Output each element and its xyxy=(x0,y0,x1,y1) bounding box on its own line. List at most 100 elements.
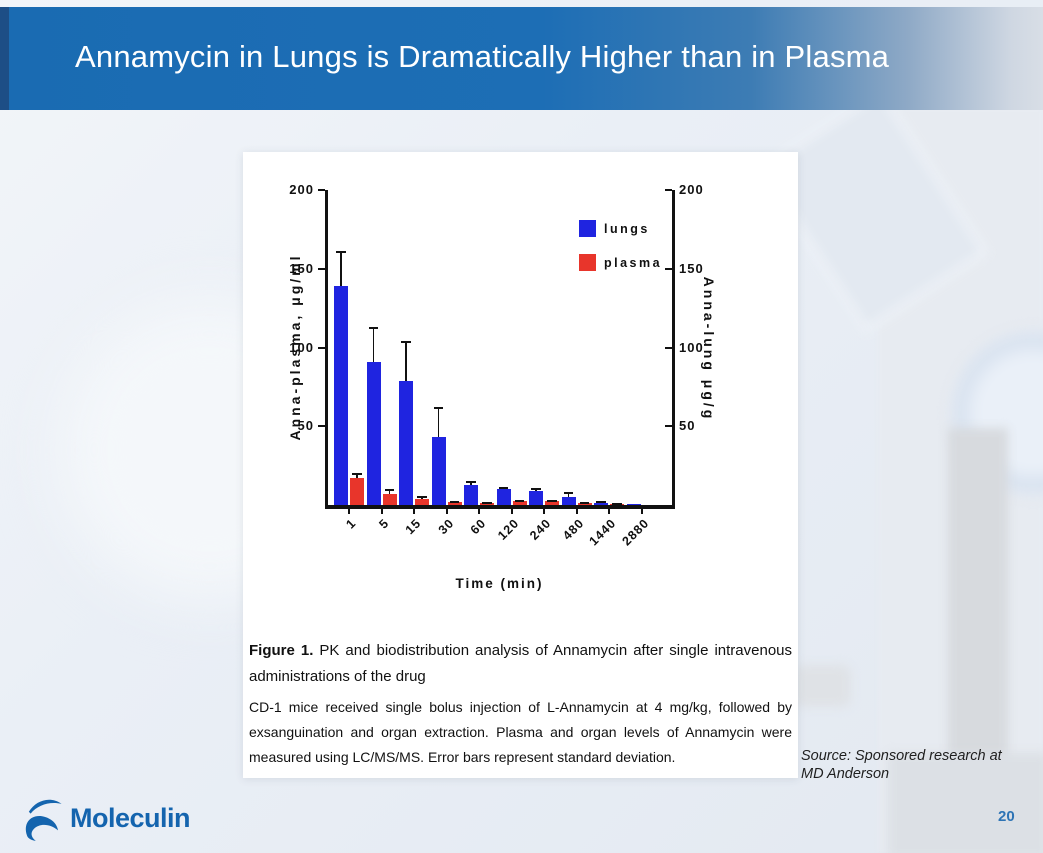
chart-legend: lungs plasma xyxy=(579,220,662,288)
y-tick-left-150 xyxy=(318,267,325,270)
y-tick-label-left-150: 150 xyxy=(289,260,314,276)
error-cap-plasma-480 xyxy=(579,501,590,504)
error-bar-lungs-240 xyxy=(531,488,541,491)
title-banner: Annamycin in Lungs is Dramatically Highe… xyxy=(0,7,1043,110)
error-bar-plasma-480 xyxy=(579,501,590,504)
legend-label-lungs: lungs xyxy=(604,221,650,236)
error-bar-lungs-480 xyxy=(563,492,574,498)
error-cap-plasma-60 xyxy=(482,501,492,504)
x-tick-120 xyxy=(510,508,513,514)
moleculin-logo-text: Moleculin xyxy=(70,802,191,833)
x-tick-60 xyxy=(478,508,480,514)
error-cap-plasma-5 xyxy=(384,489,395,492)
bar-lungs-30 xyxy=(431,437,446,505)
error-cap-lungs-15 xyxy=(401,341,411,343)
y-tick-right-200 xyxy=(665,189,672,191)
error-cap-plasma-240 xyxy=(547,499,557,502)
y-tick-right-150 xyxy=(665,267,672,270)
y-tick-right-50 xyxy=(665,425,672,428)
y-axis-label-right: Anna-lung μg/g xyxy=(701,276,717,422)
y-tick-label-left-100: 100 xyxy=(289,339,314,355)
error-bar-lungs-5 xyxy=(368,327,379,362)
bar-lungs-1440 xyxy=(594,502,608,505)
y-tick-label-right-50: 50 xyxy=(679,418,696,434)
y-tick-label-left-50: 50 xyxy=(297,418,314,434)
error-bar-lungs-60 xyxy=(466,481,476,485)
x-tick-2880 xyxy=(640,508,643,514)
bar-lungs-5 xyxy=(366,361,381,505)
legend-item-plasma: plasma xyxy=(579,254,662,271)
y-tick-label-right-200: 200 xyxy=(679,182,704,197)
error-cap-plasma-1 xyxy=(352,472,362,475)
moleculin-logo: Moleculin xyxy=(22,795,191,841)
figure-caption-heading: Figure 1. PK and biodistribution analysi… xyxy=(249,638,792,690)
y-tick-label-right-100: 100 xyxy=(679,339,704,355)
slide-title: Annamycin in Lungs is Dramatically Highe… xyxy=(75,39,890,74)
error-cap-lungs-240 xyxy=(531,488,541,491)
error-bar-plasma-240 xyxy=(547,499,557,502)
y-tick-label-right-150: 150 xyxy=(679,260,704,276)
x-tick-5 xyxy=(380,508,383,514)
error-bar-plasma-60 xyxy=(482,501,492,504)
error-cap-plasma-15 xyxy=(417,496,427,499)
bar-lungs-60 xyxy=(464,484,478,505)
bar-plasma-480 xyxy=(577,502,592,505)
figure-caption-body: CD-1 mice received single bolus injectio… xyxy=(249,699,792,765)
figure-caption: Figure 1. PK and biodistribution analysi… xyxy=(249,638,792,770)
error-cap-lungs-1 xyxy=(336,251,346,254)
bar-plasma-120 xyxy=(512,501,527,505)
figure-panel: 1 5 15 30 60 120 240 480 1440 2880 50 50 100 100 150 15… xyxy=(243,152,798,778)
y-tick-left-200 xyxy=(318,189,325,191)
y-axis-right xyxy=(672,190,675,508)
error-bar-lungs-1440 xyxy=(596,501,606,504)
y-tick-right-100 xyxy=(665,346,672,349)
moleculin-logo-icon xyxy=(25,799,62,841)
bar-lungs-1 xyxy=(334,286,348,505)
background-microscope-knob xyxy=(793,665,851,707)
background-microscope-arm xyxy=(948,428,1008,793)
bar-plasma-1 xyxy=(350,478,364,505)
error-bar-lungs-30 xyxy=(433,407,444,438)
error-cap-plasma-30 xyxy=(449,500,460,503)
bar-lungs-15 xyxy=(399,380,413,505)
error-bar-lungs-15 xyxy=(401,341,411,381)
legend-item-lungs: lungs xyxy=(579,220,662,237)
x-tick-30 xyxy=(445,508,448,514)
y-axis-label-left: Anna-plasma, μg/ml xyxy=(287,253,303,441)
legend-swatch-lungs xyxy=(579,220,596,237)
error-bar-plasma-120 xyxy=(514,499,525,502)
bar-plasma-240 xyxy=(545,501,559,505)
error-bar-lungs-1 xyxy=(336,251,346,287)
bar-lungs-120 xyxy=(496,489,511,505)
bar-plasma-5 xyxy=(382,493,397,505)
y-tick-left-50 xyxy=(318,425,325,428)
x-tick-1440 xyxy=(608,508,610,514)
x-tick-15 xyxy=(413,508,415,514)
legend-swatch-plasma xyxy=(579,254,596,271)
error-bar-lungs-120 xyxy=(498,486,509,490)
legend-label-plasma: plasma xyxy=(604,255,663,270)
error-cap-plasma-120 xyxy=(514,499,525,502)
x-axis xyxy=(325,505,675,509)
bar-plasma-60 xyxy=(480,502,494,505)
bar-lungs-480 xyxy=(561,497,576,505)
banner-left-edge xyxy=(0,7,9,110)
bar-lungs-240 xyxy=(529,490,543,505)
x-tick-1 xyxy=(348,508,350,514)
x-tick-240 xyxy=(543,508,545,514)
background-microscope-base xyxy=(888,753,1043,853)
error-cap-lungs-1440 xyxy=(596,501,606,504)
page-number: 20 xyxy=(998,808,1015,825)
x-axis-label: Time (min) xyxy=(455,576,544,591)
y-axis-left xyxy=(325,190,328,507)
source-note: Source: Sponsored research at MD Anderso… xyxy=(801,748,1002,783)
bar-plasma-30 xyxy=(447,501,462,505)
error-bar-plasma-1 xyxy=(352,472,362,479)
error-cap-lungs-60 xyxy=(466,481,476,484)
error-cap-lungs-30 xyxy=(433,407,444,410)
figure-caption-heading-text: PK and biodistribution analysis of Annam… xyxy=(249,642,792,685)
error-cap-lungs-120 xyxy=(498,486,509,489)
error-cap-lungs-5 xyxy=(368,327,379,329)
bar-plasma-15 xyxy=(415,498,429,505)
error-bar-plasma-5 xyxy=(384,489,395,494)
